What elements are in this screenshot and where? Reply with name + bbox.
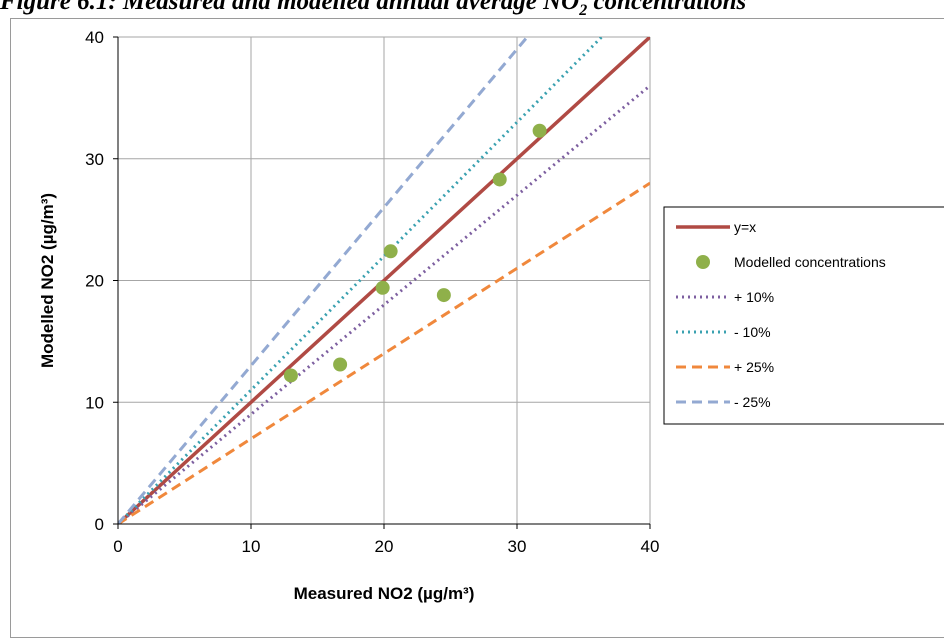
y-tick-label: 0 [95, 515, 104, 534]
y-tick-label: 20 [85, 272, 104, 291]
figure-caption: Figure 6.1: Measured and modelled annual… [0, 0, 746, 20]
legend-label: + 10% [734, 289, 774, 305]
legend-label: Modelled concentrations [734, 254, 886, 270]
data-point [532, 123, 547, 138]
axes: 0 10 20 30 40 0 10 20 30 40 Measured NO2 (µg/m³) Mo… [38, 28, 659, 603]
series-lines [118, 37, 650, 524]
series-line [118, 84, 650, 524]
legend-label: - 25% [734, 394, 771, 410]
x-tick-label: 10 [242, 537, 261, 556]
figure-caption-text: Figure 6.1: Measured and modelled annual… [0, 0, 580, 15]
series-line [118, 37, 530, 524]
data-point [492, 172, 507, 187]
y-tick-label: 30 [85, 150, 104, 169]
y-tick-label: 40 [85, 28, 104, 47]
x-tick-label: 20 [375, 537, 394, 556]
legend-label: + 25% [734, 359, 774, 375]
x-axis-label: Measured NO2 (µg/m³) [294, 584, 475, 603]
legend-box [663, 206, 944, 425]
figure-caption-subscript: 2 [579, 2, 588, 19]
data-point [383, 244, 398, 259]
figure-caption-suffix: concentrations [587, 0, 747, 15]
data-point [283, 368, 298, 383]
y-tick-label: 10 [85, 393, 104, 412]
data-point [333, 357, 348, 372]
legend-swatch [696, 255, 710, 269]
x-tick-label: 0 [113, 537, 122, 556]
series-line [118, 37, 650, 524]
data-point [436, 288, 451, 303]
legend-label: - 10% [734, 324, 771, 340]
legend: y=x Modelled concentrations + 10% - 10% + 25… [663, 206, 944, 425]
legend-label: y=x [734, 219, 756, 235]
x-tick-label: 40 [641, 537, 660, 556]
data-point [375, 280, 390, 295]
y-axis-label: Modelled NO2 (µg/m³) [38, 193, 57, 368]
data-points [283, 123, 547, 383]
series-line [118, 181, 650, 524]
x-tick-label: 30 [508, 537, 527, 556]
